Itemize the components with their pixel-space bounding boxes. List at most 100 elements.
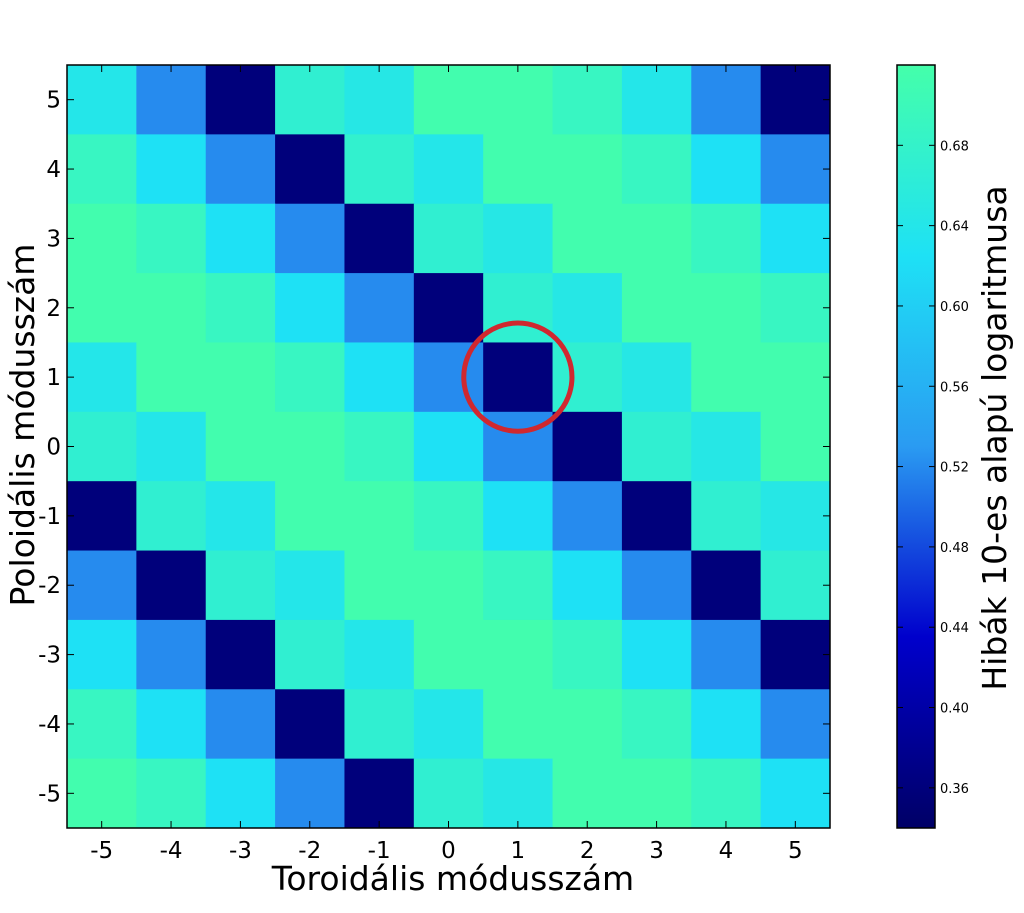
heatmap-cell — [67, 273, 137, 343]
heatmap-cell — [760, 758, 831, 829]
colorbar: 0.36 0.40 0.44 0.48 0.52 0.56 0.60 0.64 0.68 — [896, 64, 969, 829]
heatmap-cell — [413, 619, 484, 690]
heatmap-cell — [205, 134, 276, 205]
heatmap-cell — [483, 411, 554, 482]
heatmap-cell — [136, 203, 207, 274]
heatmap-cell — [205, 758, 276, 829]
heatmap-cell — [621, 550, 692, 621]
colorbar-tick-label: 0.40 — [940, 702, 969, 717]
heatmap-cell — [760, 203, 831, 274]
heatmap-cell — [413, 550, 484, 621]
heatmap-cell — [67, 619, 137, 690]
heatmap-cell — [136, 273, 207, 343]
heatmap-cell — [621, 342, 692, 413]
heatmap-cell — [275, 689, 345, 760]
heatmap-cell — [344, 203, 415, 274]
x-tick-label: -2 — [298, 838, 321, 864]
heatmap-cell — [691, 134, 762, 205]
heatmap-cell — [691, 481, 762, 552]
heatmap-cell — [344, 65, 415, 135]
heatmap-cell — [205, 619, 276, 690]
x-tick-label: 2 — [580, 838, 595, 864]
colorbar-tick-label: 0.60 — [940, 300, 969, 315]
heatmap-cell — [760, 411, 831, 482]
heatmap-cell — [760, 619, 831, 690]
heatmap-cell — [760, 65, 831, 135]
heatmap-cell — [344, 273, 415, 343]
heatmap-cell — [275, 203, 345, 274]
heatmap-cell — [275, 65, 345, 135]
heatmap-cell — [205, 342, 276, 413]
colorbar-tick-label: 0.64 — [940, 220, 969, 235]
colorbar-gradient — [896, 64, 936, 829]
heatmap-cell — [483, 203, 554, 274]
heatmap-cell — [413, 342, 484, 413]
heatmap-cell — [552, 481, 623, 552]
heatmap-cell — [483, 550, 554, 621]
heatmap-cell — [691, 758, 762, 829]
heatmap-cell — [205, 550, 276, 621]
heatmap-cell — [413, 411, 484, 482]
heatmap-cell — [691, 411, 762, 482]
heatmap-cell — [483, 134, 554, 205]
colorbar-tick-label: 0.68 — [940, 139, 969, 154]
heatmap-cell — [344, 411, 415, 482]
colorbar-tick-label: 0.52 — [940, 461, 969, 476]
heatmap-cell — [760, 273, 831, 343]
heatmap-cell — [552, 134, 623, 205]
heatmap-cell — [344, 689, 415, 760]
heatmap-cell — [67, 342, 137, 413]
heatmap-cell — [205, 273, 276, 343]
x-tick-label: 4 — [719, 838, 734, 864]
y-tick-label: 1 — [46, 365, 61, 391]
heatmap-cell — [413, 481, 484, 552]
colorbar-tick-label: 0.44 — [940, 621, 969, 636]
heatmap-cell — [205, 411, 276, 482]
annotations — [461, 320, 575, 434]
highlight-circle — [461, 320, 575, 434]
heatmap-cell — [275, 134, 345, 205]
heatmap-cell — [621, 273, 692, 343]
heatmap-cell — [275, 411, 345, 482]
heatmap-cell — [205, 689, 276, 760]
x-tick-label: -5 — [90, 838, 113, 864]
heatmap-cell — [552, 758, 623, 829]
heatmap-cell — [691, 342, 762, 413]
x-tick-label: -4 — [160, 838, 183, 864]
heatmap-cell — [344, 134, 415, 205]
heatmap-cell — [344, 481, 415, 552]
y-tick-label: 4 — [46, 157, 61, 183]
y-axis-label: Poloidális módusszám — [3, 244, 42, 607]
heatmap-cell — [691, 619, 762, 690]
heatmap-cell — [67, 134, 137, 205]
heatmap-cell — [483, 481, 554, 552]
heatmap-cell — [760, 342, 831, 413]
heatmap-cell — [136, 65, 207, 135]
heatmap-cell — [413, 203, 484, 274]
y-tick-label: 0 — [46, 435, 61, 461]
colorbar-label: Hibák 10-es alapú logaritmusa — [975, 185, 1014, 690]
heatmap-cell — [621, 689, 692, 760]
heatmap-cell — [275, 273, 345, 343]
heatmap-cell — [621, 134, 692, 205]
heatmap-cell — [67, 481, 137, 552]
heatmap-cell — [275, 550, 345, 621]
heatmap-cell — [691, 273, 762, 343]
heatmap-cell — [760, 689, 831, 760]
heatmap-cell — [691, 65, 762, 135]
heatmap-cell — [621, 758, 692, 829]
heatmap-cell — [413, 273, 484, 343]
heatmap-cell — [413, 689, 484, 760]
heatmap-cell — [136, 619, 207, 690]
heatmap-cell — [483, 65, 554, 135]
heatmap-cell — [67, 689, 137, 760]
y-tick-label: -1 — [38, 504, 61, 530]
heatmap-cell — [552, 411, 623, 482]
heatmap-cell — [621, 65, 692, 135]
heatmap-cell — [483, 689, 554, 760]
y-axis-ticks: 5 4 3 2 1 0 -1 -2 -3 -4 -5 — [38, 88, 830, 807]
x-tick-label: 5 — [788, 838, 803, 864]
y-tick-label: -3 — [38, 643, 61, 669]
colorbar-tick-label: 0.48 — [940, 541, 969, 556]
heatmap-cell — [136, 411, 207, 482]
